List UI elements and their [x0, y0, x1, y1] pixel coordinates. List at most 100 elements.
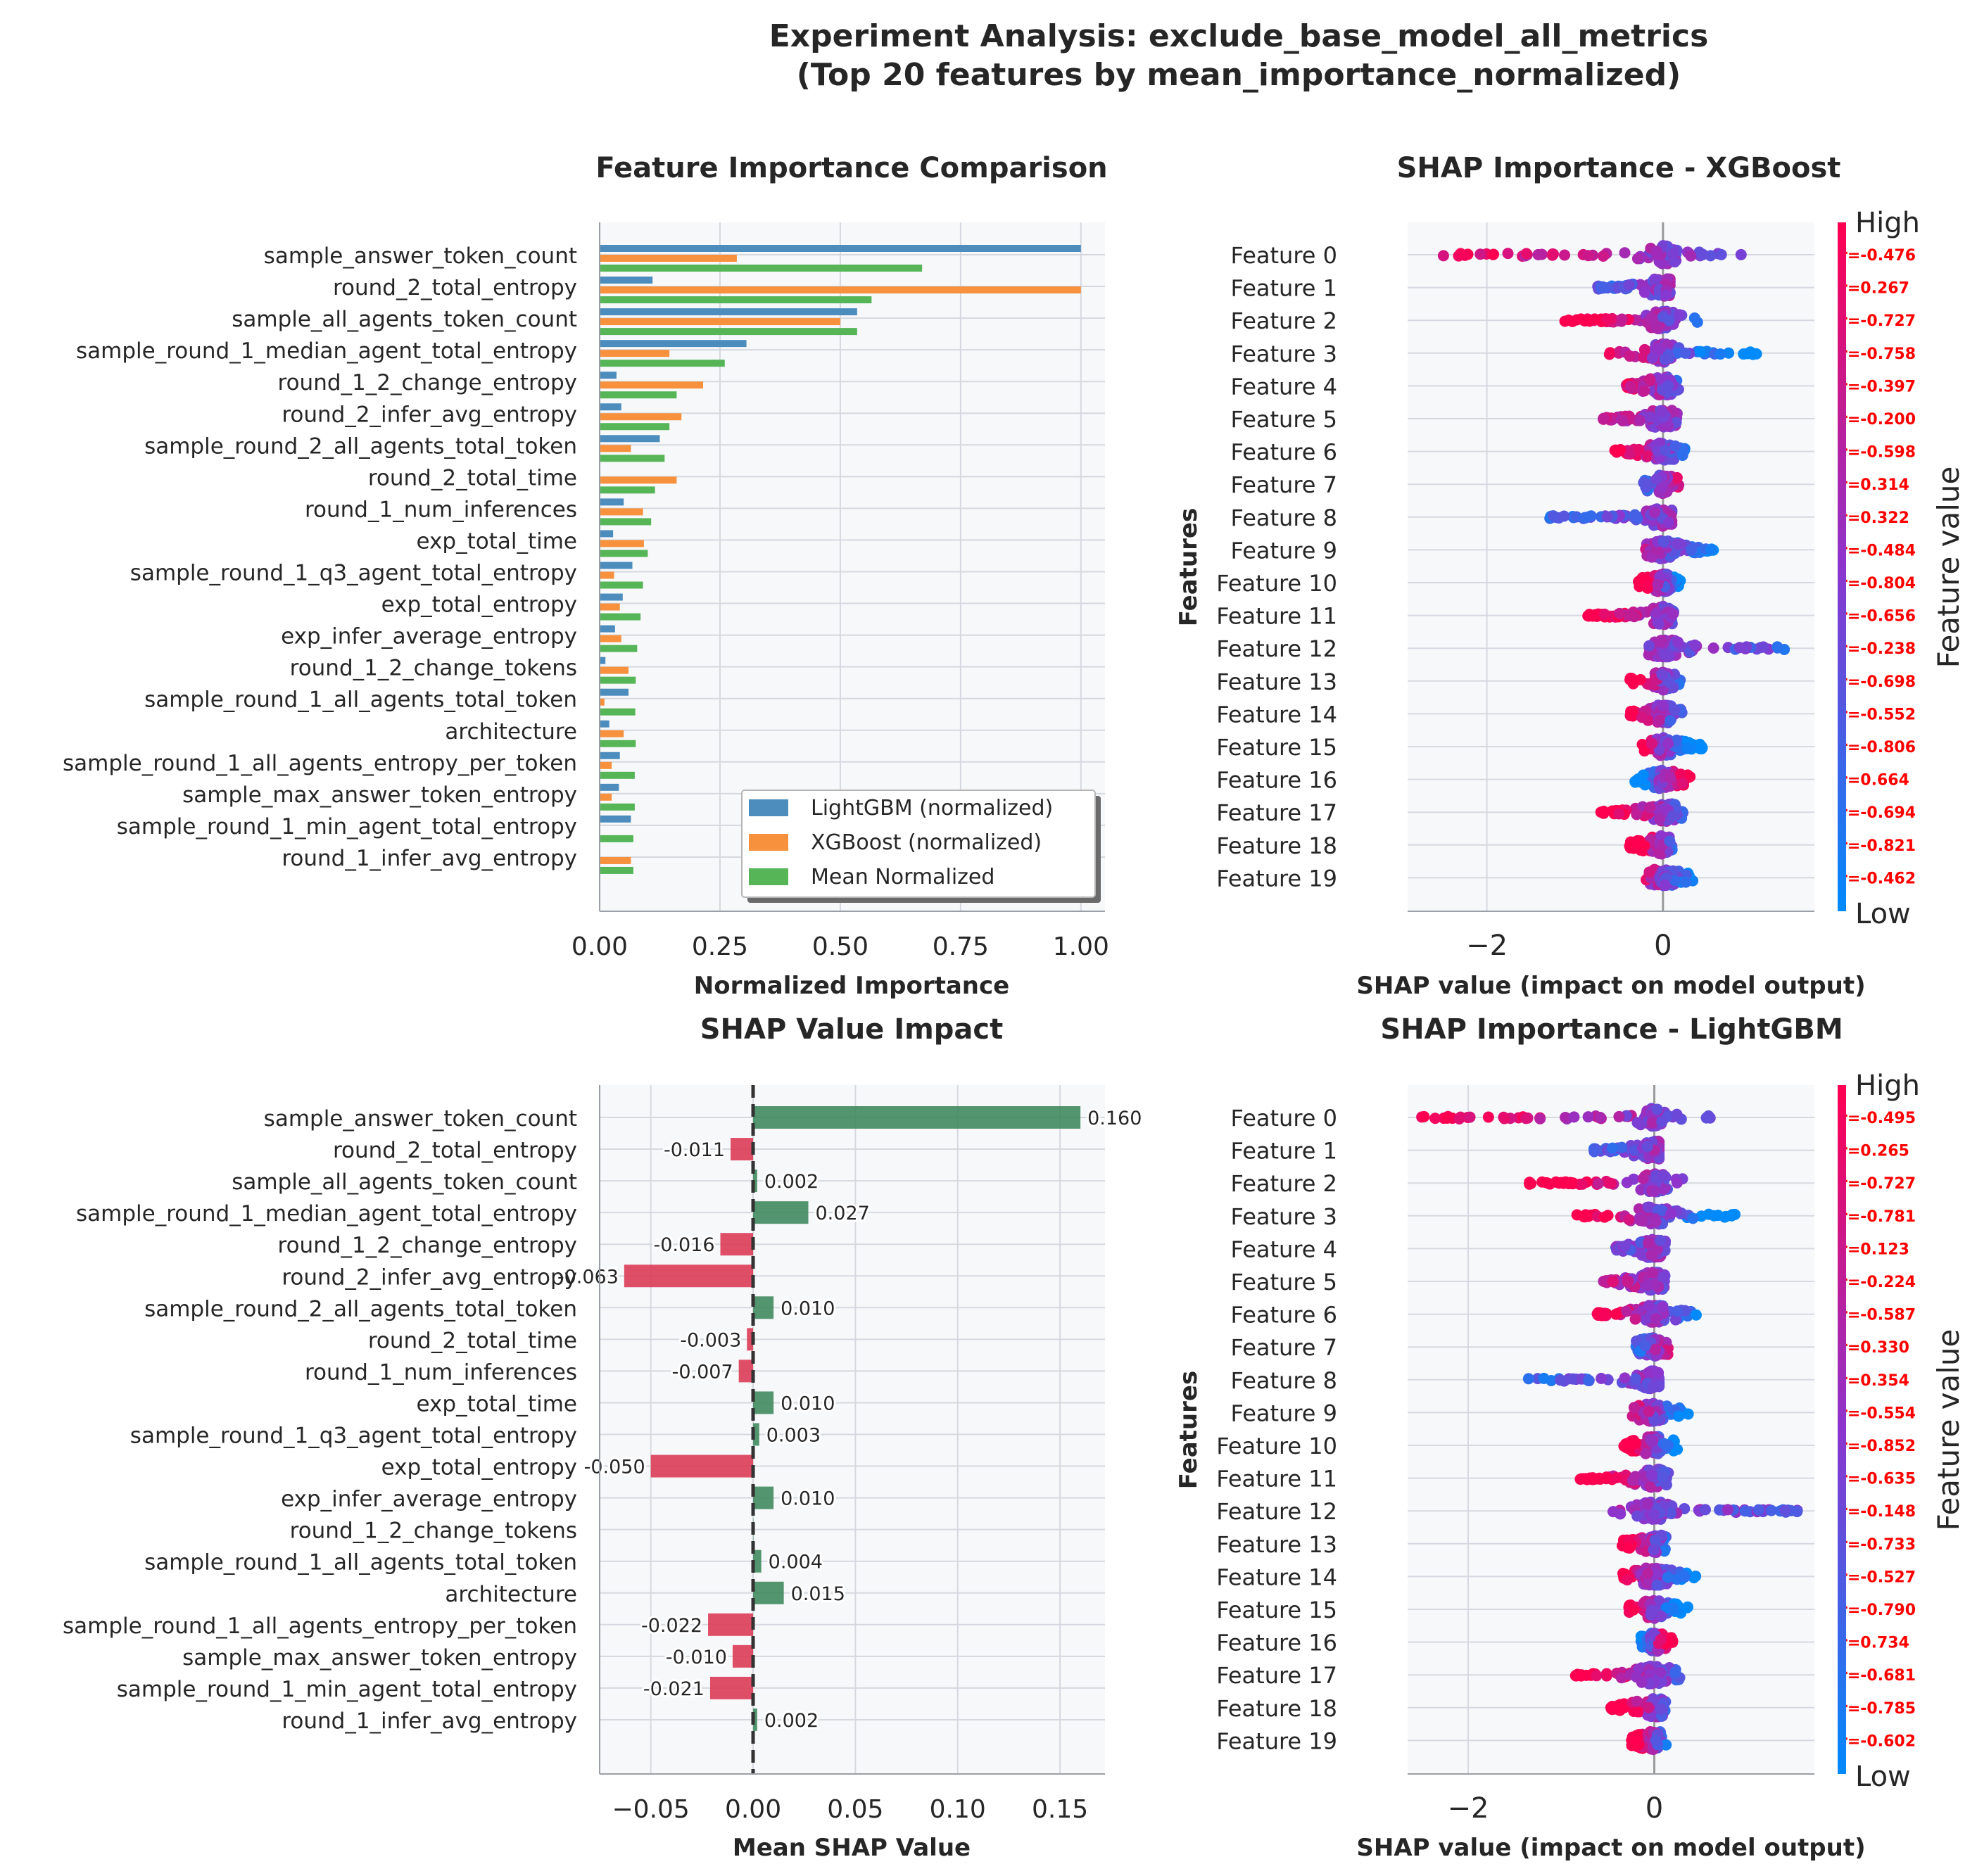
shap-lgbm-point: [1636, 1676, 1648, 1688]
shap-impact-feature-label: round_1_infer_avg_entropy: [282, 1709, 577, 1734]
shap-xgb-point: [1676, 450, 1688, 462]
shap-lgbm-point: [1534, 1113, 1546, 1124]
shap-xgb-point: [1437, 250, 1449, 262]
shap-lgbm-point: [1627, 1731, 1638, 1743]
shap-xgb-feature-label: Feature 16: [1216, 767, 1337, 794]
shap-lgbm-point: [1568, 1111, 1580, 1123]
shap-lgbm-correlation-label: r=-0.587: [1840, 1307, 1916, 1324]
shap-xgb-feature-label: Feature 5: [1231, 406, 1337, 433]
shap-lgbm-point: [1671, 1108, 1683, 1120]
shap-xgb-point: [1651, 248, 1663, 260]
shap-lgbm-point: [1610, 1308, 1622, 1320]
shap-xgb-point: [1571, 511, 1583, 523]
mean-bar: [600, 391, 677, 399]
shap-lgbm-feature-label: Feature 16: [1216, 1630, 1337, 1656]
positive-shap-bar: [753, 1106, 1081, 1129]
shap-xgb-point: [1723, 347, 1735, 359]
shap-impact-value-labels: 0.160 -0.011 0.002 0.027 -0.016 -0.063 0.010 -0…: [555, 1105, 1144, 1734]
shap-xgb-correlation-label: r=-0.397: [1840, 378, 1916, 395]
shap-lgbm-colorbar-label: Feature value: [1931, 1329, 1966, 1531]
shap-xgb-point: [1656, 668, 1668, 680]
xgboost-bar: [600, 445, 631, 452]
shap-lgbm-point: [1655, 1703, 1667, 1715]
shap-xgb-point: [1697, 248, 1709, 260]
shap-xgb-colorbar-label: Feature value: [1931, 467, 1966, 668]
shap-xgb-point: [1613, 808, 1625, 820]
shap-xgb-feature-label: Feature 2: [1231, 308, 1337, 334]
shap-xgb-point: [1705, 543, 1717, 555]
shap-lgbm-feature-label: Feature 14: [1216, 1564, 1337, 1590]
positive-shap-bar: [753, 1391, 774, 1414]
shap-xgb-point: [1558, 510, 1570, 522]
shap-xgb-point: [1646, 551, 1657, 563]
shap-lgbm-colorbar-high: High: [1855, 1070, 1920, 1102]
xgboost-bar: [600, 508, 643, 516]
shap-xgb-point: [1642, 450, 1654, 462]
shap-lgbm-point: [1629, 1438, 1641, 1450]
shap-xgb-correlation-label: r=-0.598: [1840, 444, 1916, 462]
shap-lgbm-point: [1605, 1177, 1617, 1189]
shap-xgb-point: [1663, 676, 1675, 688]
shap-xgb-feature-label: Feature 13: [1216, 668, 1337, 695]
shap-xgb-point: [1583, 610, 1595, 622]
shap-lgbm-point: [1583, 1375, 1595, 1387]
shap-lgbm-point: [1646, 1117, 1658, 1129]
importance-x-tick: 0.50: [812, 932, 869, 961]
shap-xgb-title: SHAP Importance - XGBoost: [1397, 152, 1841, 184]
shap-lgbm-point: [1629, 1313, 1641, 1325]
shap-lgbm-point: [1554, 1374, 1566, 1386]
shap-xgb-point: [1641, 479, 1653, 491]
shap-xgb-point: [1638, 745, 1650, 757]
xgboost-bar: [600, 381, 704, 389]
shap-xgb-point: [1595, 806, 1607, 818]
shap-lgbm-feature-label: Feature 9: [1231, 1400, 1337, 1426]
shap-xgb-correlation-label: r=-0.476: [1840, 247, 1916, 265]
shap-xgb-point: [1638, 343, 1650, 355]
legend-swatch-mean: [749, 868, 788, 885]
shap-xgb-point: [1664, 771, 1676, 783]
xgboost-bar: [600, 730, 624, 737]
shap-xgb-point: [1634, 673, 1646, 685]
importance-feature-label: sample_answer_token_count: [264, 243, 577, 269]
shap-lgbm-point: [1633, 1739, 1645, 1751]
shap-lgbm-point: [1688, 1572, 1700, 1584]
shap-xgb-point: [1459, 249, 1471, 261]
shap-xgb-point: [1583, 315, 1595, 327]
shap-xgb-point: [1631, 253, 1643, 265]
mean-bar: [600, 518, 652, 526]
xgboost-bar: [600, 603, 620, 611]
lightgbm-bar: [600, 308, 857, 316]
positive-shap-bar: [753, 1708, 757, 1731]
shap-xgb-point: [1679, 347, 1691, 359]
shap-xgb-point: [1686, 544, 1698, 556]
mean-bar: [600, 296, 872, 304]
shap-lgbm-point: [1586, 1473, 1598, 1485]
shap-lgbm-correlation-label: r=-0.554: [1840, 1405, 1916, 1422]
shap-xgb-panel: SHAP Importance - XGBoost Feature 0Featu…: [1175, 152, 1966, 1000]
shap-lgbm-point: [1560, 1111, 1572, 1123]
shap-lgbm-point: [1522, 1373, 1534, 1385]
shap-xgb-point: [1631, 809, 1643, 820]
shap-lgbm-feature-label: Feature 6: [1231, 1302, 1337, 1329]
shap-lgbm-correlation-label: r=-0.495: [1840, 1110, 1916, 1127]
shap-xgb-feature-labels: Feature 0 Feature 1 Feature 2 Feature 3 Feat…: [1216, 242, 1337, 892]
shap-xgb-point: [1644, 374, 1656, 386]
shap-lgbm-point: [1673, 1410, 1685, 1422]
positive-shap-bar: [753, 1581, 784, 1604]
shap-lgbm-point: [1657, 1301, 1669, 1313]
shap-lgbm-point: [1679, 1571, 1691, 1583]
importance-x-ticks: 0.00 0.25 0.50 0.75 1.00: [571, 932, 1109, 961]
importance-title: Feature Importance Comparison: [595, 152, 1107, 184]
shap-xgb-point: [1757, 641, 1769, 653]
shap-xgb-point: [1627, 710, 1639, 722]
shap-lgbm-point: [1520, 1113, 1532, 1124]
xgboost-bar: [600, 255, 737, 262]
shap-xgb-point: [1645, 411, 1657, 423]
importance-feature-label: round_1_2_change_tokens: [290, 656, 577, 681]
shap-xgb-point: [1638, 385, 1650, 397]
shap-lgbm-point: [1665, 1507, 1676, 1519]
shap-xgb-correlation-label: r=-0.758: [1840, 346, 1916, 363]
shap-xgb-point: [1735, 248, 1747, 260]
shap-xgb-point: [1654, 636, 1666, 648]
shap-lgbm-correlation-label: r=-0.681: [1840, 1667, 1916, 1685]
